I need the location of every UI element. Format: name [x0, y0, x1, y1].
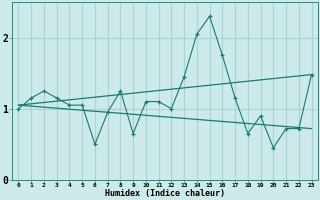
- X-axis label: Humidex (Indice chaleur): Humidex (Indice chaleur): [105, 189, 225, 198]
